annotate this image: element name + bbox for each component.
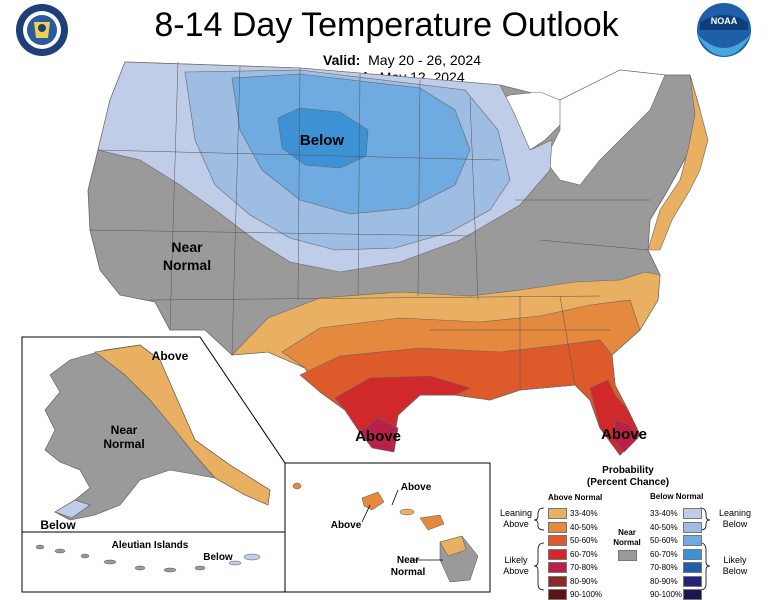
valid-value: May 20 - 26, 2024 <box>368 52 481 68</box>
alaska-near-label-2: Normal <box>103 437 144 451</box>
legend-below-swatch-1 <box>683 508 702 519</box>
legend-below-range-1: 33-40% <box>650 509 678 518</box>
hawaii-inset: Above Above Near Normal <box>284 462 491 593</box>
state-boundaries <box>89 61 650 390</box>
legend-near-normal-label: Near Normal <box>612 528 642 548</box>
hawaii-near-label-2: Normal <box>391 567 426 578</box>
conus-map: Below Near Normal Above Above <box>87 61 709 456</box>
aleutian-inset: Aleutian Islands Below <box>21 531 286 593</box>
legend-near-label-1: Near <box>618 528 636 537</box>
legend-below-swatch-5 <box>683 562 702 573</box>
legend-above-range-4: 60-70% <box>570 549 598 559</box>
legend-below-swatch-3 <box>683 535 702 546</box>
legend-above-swatch-7 <box>548 589 567 600</box>
legend-below-range-6: 80-90% <box>650 576 678 586</box>
conus-above-florida-label: Above <box>601 426 647 443</box>
legend-above-range-2: 40-50% <box>570 522 598 532</box>
legend-title: Probability (Percent Chance) <box>568 465 688 489</box>
legend-leaning-above: Leaning Above <box>496 508 536 530</box>
legend-likely-below: Likely Below <box>712 555 758 577</box>
commerce-seal-logo <box>16 4 68 56</box>
legend-above-swatch-5 <box>548 562 567 573</box>
legend-near-label-2: Normal <box>613 538 641 547</box>
valid-label: Valid: <box>323 52 361 68</box>
legend-likely-above-1: Likely <box>504 555 528 565</box>
legend-above-range-1: 33-40% <box>570 509 598 518</box>
below-60-70-region <box>277 107 369 169</box>
noaa-logo-text: NOAA <box>711 16 738 26</box>
alaska-near-label-1: Near <box>111 423 138 437</box>
legend-above-swatch-4 <box>548 548 567 560</box>
legend-below-header: Below Normal <box>650 492 704 501</box>
legend-below-range-2: 40-50% <box>650 522 678 532</box>
legend-title-1: Probability <box>602 465 654 476</box>
legend-leaning-below-1: Leaning <box>718 508 752 518</box>
legend-brackets <box>533 507 711 591</box>
above-70-80-florida <box>613 419 639 453</box>
legend-title-2: (Percent Chance) <box>586 477 670 488</box>
map-title: 8-14 Day Temperature Outlook <box>154 6 619 44</box>
hawaii-above-label-1: Above <box>401 482 432 493</box>
legend-below-swatch-4 <box>683 548 702 560</box>
above-70-80-texas <box>359 417 399 453</box>
conus-below-label: Below <box>300 132 345 149</box>
legend-leaning-below-2: Below <box>722 519 748 529</box>
legend-above-range-5: 70-80% <box>570 563 598 572</box>
legend-leaning-above-1: Leaning <box>499 508 533 518</box>
conus-above-texas-label: Above <box>355 428 401 445</box>
aleutian-below-label: Below <box>203 552 233 563</box>
aleutian-below-shapes <box>228 553 261 566</box>
legend-above-header: Above Normal <box>548 493 603 502</box>
legend-above-swatch-2 <box>548 521 567 533</box>
alaska-below-region <box>54 499 91 519</box>
alaska-above-label: Above <box>152 349 189 363</box>
legend-below-range-7: 90-100% <box>650 590 683 599</box>
legend-below-swatch-7 <box>683 589 702 600</box>
legend-leaning-above-2: Above <box>503 519 529 529</box>
alaska-below-label: Below <box>40 518 76 532</box>
hawaii-islands <box>292 482 479 583</box>
legend-below-range-3: 50-60% <box>650 536 678 545</box>
legend-above-range-6: 80-90% <box>570 576 598 586</box>
legend-likely-above: Likely Above <box>496 555 536 577</box>
legend-above-range-3: 50-60% <box>570 536 598 545</box>
legend-below-swatch-2 <box>683 521 702 533</box>
legend-above-swatch-1 <box>548 508 567 519</box>
legend-likely-below-1: Likely <box>723 555 747 565</box>
hawaii-above-label-2: Above <box>331 520 362 531</box>
alaska-above-region <box>94 344 271 506</box>
conus-near-label-2: Normal <box>163 257 211 273</box>
legend-leaning-below: Leaning Below <box>712 508 758 530</box>
valid-date-line: Valid: May 20 - 26, 2024 <box>323 52 481 68</box>
legend-above-swatch-3 <box>548 535 567 546</box>
alaska-inset: Above Near Normal Below <box>21 336 286 533</box>
conus-near-label-1: Near <box>171 239 203 255</box>
legend-likely-below-2: Below <box>722 566 748 576</box>
legend-above-range-7: 90-100% <box>570 590 603 599</box>
hawaii-near-label-1: Near <box>397 555 419 566</box>
legend-below-range-5: 70-80% <box>650 563 678 572</box>
legend-near-normal-swatch <box>618 550 637 561</box>
above-33-40-northeast <box>647 74 709 251</box>
legend-likely-above-2: Above <box>503 566 529 576</box>
noaa-logo: NOAA <box>697 3 751 57</box>
legend-below-swatch-6 <box>683 575 702 587</box>
aleutian-title: Aleutian Islands <box>112 540 189 551</box>
legend-above-swatch-6 <box>548 575 567 587</box>
legend-below-range-4: 60-70% <box>650 549 678 559</box>
aleutian-islands-shapes <box>35 544 206 573</box>
